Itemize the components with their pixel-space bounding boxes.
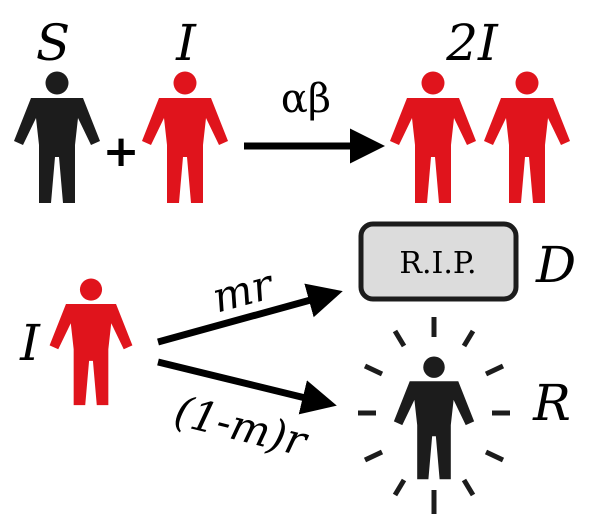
infected-label-bottom: I xyxy=(19,314,41,372)
infected-source-person-icon xyxy=(49,278,133,406)
product-infected-person-icon-1 xyxy=(390,71,476,203)
product-infected-person-icon-2 xyxy=(484,71,570,203)
infection-rate-label: αβ xyxy=(281,76,331,122)
reaction-outcome: I mr (1-m)r R.I.P. D xyxy=(19,221,576,514)
recovery-arrow xyxy=(157,358,337,415)
infected-person-icon xyxy=(142,71,228,203)
recovered-label: R xyxy=(532,374,571,432)
deceased-box: R.I.P. xyxy=(358,221,519,302)
product-label: 2I xyxy=(445,14,499,72)
plus-sign: + xyxy=(103,126,140,177)
deceased-label: D xyxy=(535,236,576,294)
susceptible-person-icon xyxy=(14,71,100,203)
susceptible-label: S xyxy=(36,14,70,72)
infected-label-top: I xyxy=(175,14,197,72)
tombstone-box xyxy=(358,221,519,302)
recovered-person-icon xyxy=(393,356,475,480)
death-arrow xyxy=(157,283,343,346)
rip-text: R.I.P. xyxy=(399,246,476,281)
reaction-infection: S I + αβ 2I xyxy=(14,14,570,203)
recovered-glow-icon xyxy=(358,317,510,514)
